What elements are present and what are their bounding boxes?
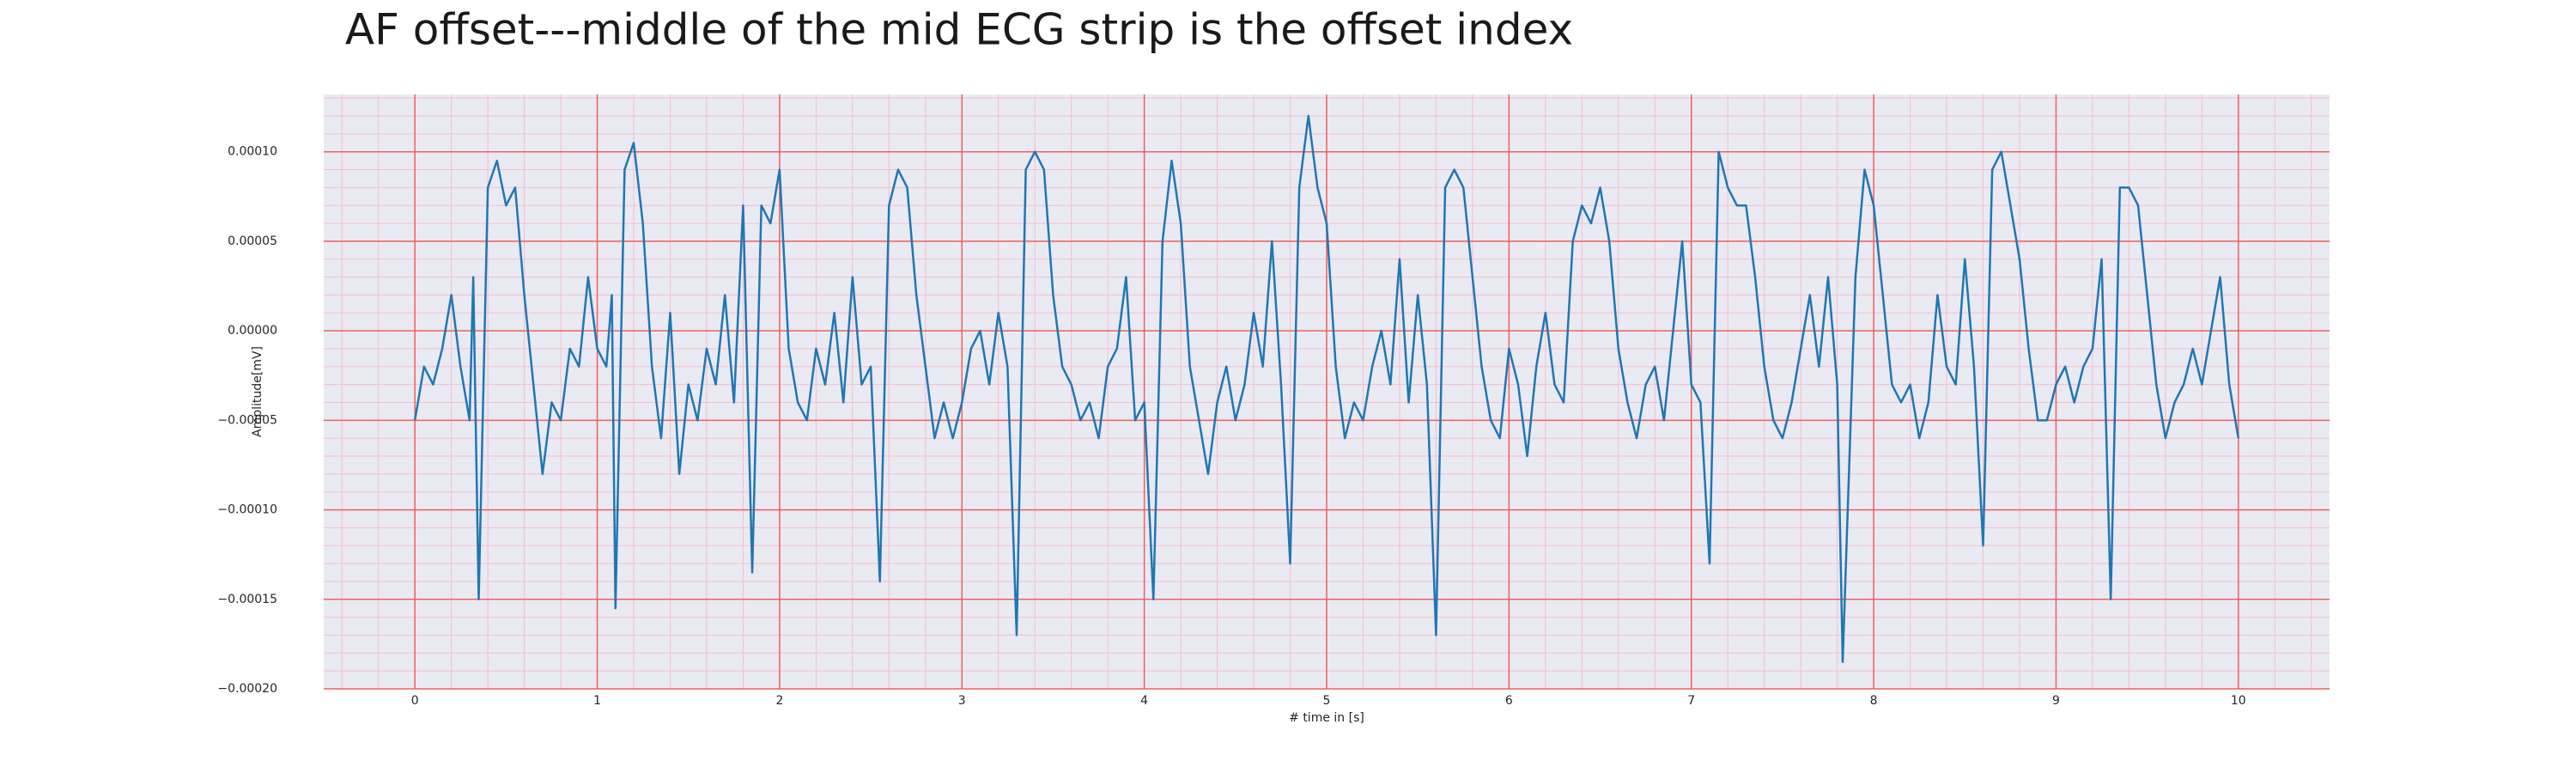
y-tick-label: 0.00010 bbox=[228, 145, 277, 159]
grid bbox=[324, 94, 2330, 690]
y-tick-label: 0.00005 bbox=[228, 234, 277, 248]
x-axis-label: # time in [s] bbox=[1289, 711, 1364, 725]
y-tick-label: 0.00000 bbox=[228, 324, 277, 338]
data-line bbox=[413, 114, 2240, 663]
x-tick-label: 10 bbox=[2231, 694, 2246, 708]
y-tick-label: −0.00015 bbox=[217, 593, 277, 606]
chart-title: AF offset---middle of the mid ECG strip … bbox=[345, 5, 1573, 55]
x-tick-label: 1 bbox=[593, 694, 601, 708]
y-axis-label: Amplitude[mV] bbox=[251, 346, 264, 437]
x-tick-label: 9 bbox=[2052, 694, 2060, 708]
y-tick-label: −0.00010 bbox=[217, 503, 277, 517]
x-tick-label: 4 bbox=[1140, 694, 1148, 708]
x-tick-label: 0 bbox=[411, 694, 419, 708]
y-tick-label: −0.00005 bbox=[217, 413, 277, 427]
x-tick-label: 8 bbox=[1870, 694, 1878, 708]
y-tick-label: −0.00020 bbox=[217, 682, 277, 696]
x-tick-label: 2 bbox=[775, 694, 783, 708]
x-tick-label: 3 bbox=[958, 694, 966, 708]
x-tick-label: 5 bbox=[1323, 694, 1331, 708]
x-tick-label: 6 bbox=[1505, 694, 1513, 708]
x-tick-label: 7 bbox=[1687, 694, 1695, 708]
